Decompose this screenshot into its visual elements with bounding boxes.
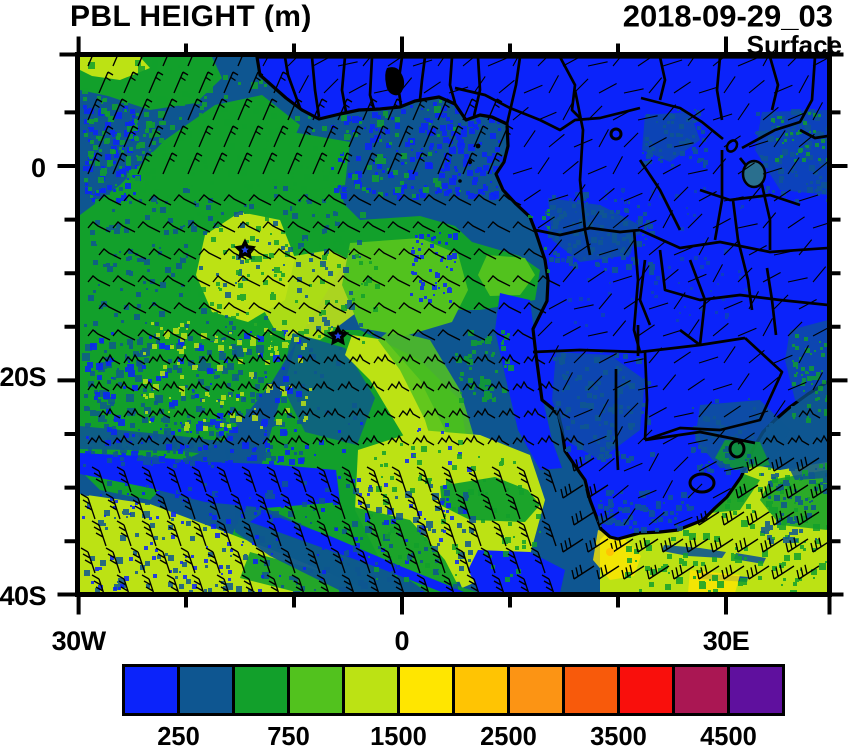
svg-text:30E: 30E — [703, 626, 750, 656]
svg-text:PBL HEIGHT (m): PBL HEIGHT (m) — [70, 0, 312, 33]
svg-text:30W: 30W — [52, 626, 107, 656]
svg-text:750: 750 — [267, 723, 310, 750]
svg-text:0: 0 — [394, 626, 409, 656]
svg-text:3500: 3500 — [590, 723, 647, 750]
svg-text:40S: 40S — [0, 581, 46, 611]
svg-text:2500: 2500 — [480, 723, 537, 750]
svg-text:1500: 1500 — [370, 723, 427, 750]
svg-text:20S: 20S — [0, 362, 46, 392]
svg-text:2018-09-29_03: 2018-09-29_03 — [623, 0, 833, 34]
svg-text:Surface: Surface — [747, 30, 842, 60]
svg-text:0: 0 — [31, 153, 46, 183]
svg-text:250: 250 — [157, 723, 200, 750]
svg-text:4500: 4500 — [700, 723, 757, 750]
